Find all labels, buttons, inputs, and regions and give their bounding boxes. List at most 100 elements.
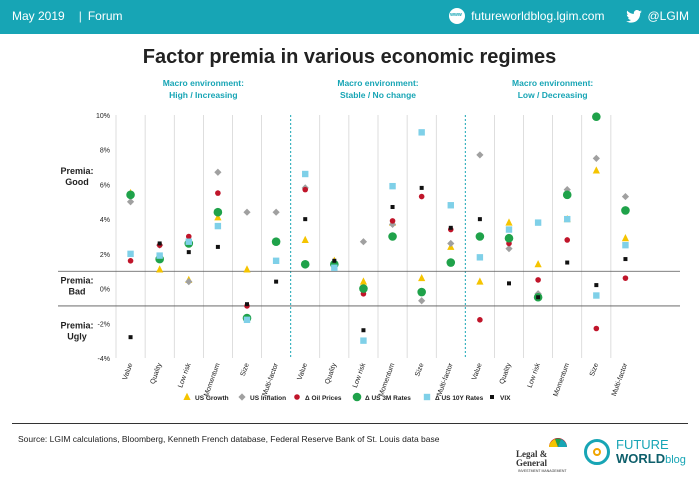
point-vix [536, 295, 541, 300]
point-us-growth [476, 277, 484, 285]
y-tick-label: 8% [100, 148, 110, 155]
category-label: Value [122, 362, 135, 381]
point-us-growth [418, 273, 426, 282]
future-world-logo-icon [584, 439, 610, 465]
point-us-3m-rates [621, 206, 630, 215]
header-date: May 2019 [12, 9, 65, 23]
fw-bottom: WORLD [616, 451, 666, 466]
legend-label: VIX [500, 395, 511, 402]
future-world-logo-text: FUTURE WORLDblog [616, 438, 686, 467]
point-us-10y-rates [447, 202, 454, 209]
category-label: Size [589, 362, 600, 377]
point-us-growth [505, 218, 513, 226]
legend-label: Δ US 3M Rates [365, 395, 411, 402]
point-vix [419, 185, 424, 190]
point-us-10y-rates [534, 219, 542, 226]
y-tick-label: 10% [96, 113, 110, 120]
point-vix [128, 335, 133, 340]
point-us-growth [621, 234, 630, 242]
category-label: Quality [324, 362, 338, 385]
point-us-3m-rates [592, 112, 601, 122]
category-label: Quality [499, 362, 513, 385]
point-us-inflation [214, 168, 222, 176]
twitter-handle[interactable]: @LGIM [647, 9, 689, 23]
region-label: Premia: [60, 321, 93, 331]
y-tick-label: 2% [100, 252, 110, 259]
point-us-3m-rates [446, 258, 456, 267]
point-oil-prices [535, 277, 541, 283]
factor-premia-chart: 10%8%6%4%2%0%-2%-4%Premia:GoodPremia:Bad… [58, 78, 680, 402]
point-us-inflation [359, 238, 368, 246]
point-us-inflation [505, 245, 513, 253]
point-oil-prices [622, 275, 629, 281]
legal-general-logo: Legal & General INVESTMENT MANAGEMENT [516, 436, 574, 476]
point-oil-prices [389, 218, 396, 224]
fw-blog: blog [665, 454, 686, 466]
legend-label: US Inflation [250, 395, 286, 402]
point-us-growth [156, 265, 164, 273]
legend-marker [294, 394, 300, 400]
fw-top: FUTURE [616, 437, 669, 452]
legend-marker [183, 392, 191, 400]
point-vix [507, 281, 511, 286]
point-us-10y-rates [622, 241, 629, 249]
legend-label: US Growth [195, 395, 229, 402]
legend-label: Δ Oil Prices [305, 395, 342, 402]
source-note: Source: LGIM calculations, Bloomberg, Ke… [18, 434, 440, 444]
point-us-10y-rates [593, 292, 600, 299]
category-label: Momentum [378, 362, 397, 397]
point-vix [274, 279, 279, 284]
header-section[interactable]: Forum [87, 9, 123, 23]
point-us-10y-rates [272, 257, 280, 264]
region-label: Ugly [67, 332, 87, 342]
category-label: Momentum [203, 362, 222, 397]
point-us-10y-rates [505, 226, 513, 233]
twitter-icon [626, 9, 643, 23]
point-oil-prices [215, 190, 221, 196]
category-label: Quality [150, 362, 164, 385]
point-us-10y-rates [360, 337, 367, 344]
point-us-growth [301, 235, 309, 243]
point-us-3m-rates [475, 232, 485, 241]
legend-marker [352, 392, 362, 402]
umbrella-icon [549, 438, 567, 447]
chart-title: Factor premia in various economic regime… [142, 46, 557, 68]
point-vix [477, 217, 482, 222]
region-label: Premia: [60, 276, 93, 286]
point-us-3m-rates [300, 259, 310, 269]
legend-marker [238, 393, 246, 401]
y-tick-label: -4% [98, 356, 110, 363]
point-vix [332, 258, 337, 263]
region-label: Bad [68, 287, 85, 297]
category-label: Momentum [553, 362, 572, 397]
point-us-10y-rates [389, 182, 396, 190]
point-vix [448, 225, 453, 230]
legal-general-name: Legal & General [516, 449, 548, 468]
y-tick-label: -2% [98, 321, 110, 328]
point-us-3m-rates [504, 233, 514, 243]
point-us-10y-rates [214, 222, 222, 230]
point-vix [361, 328, 366, 333]
point-oil-prices [418, 193, 425, 200]
point-vix [186, 250, 191, 255]
category-label: Value [297, 362, 310, 381]
point-us-3m-rates [359, 284, 368, 293]
point-vix [157, 241, 162, 246]
point-us-10y-rates [185, 238, 192, 245]
category-label: Value [471, 362, 484, 381]
point-oil-prices [185, 233, 192, 240]
point-us-inflation [272, 208, 280, 216]
category-label: Size [414, 362, 425, 377]
point-us-inflation [418, 297, 426, 305]
point-us-growth [534, 260, 542, 268]
region-label: Good [65, 177, 89, 187]
y-tick-label: 4% [100, 217, 110, 224]
header-right: futureworldblog.lgim.com @LGIM [449, 8, 689, 24]
site-link[interactable]: futureworldblog.lgim.com [471, 9, 605, 23]
point-us-3m-rates [126, 190, 135, 200]
top-bar: May 2019 | Forum futureworldblog.lgim.com … [0, 0, 699, 34]
point-us-3m-rates [271, 237, 281, 247]
point-us-inflation [592, 154, 600, 162]
legend-marker [490, 395, 494, 399]
point-us-10y-rates [331, 264, 338, 271]
